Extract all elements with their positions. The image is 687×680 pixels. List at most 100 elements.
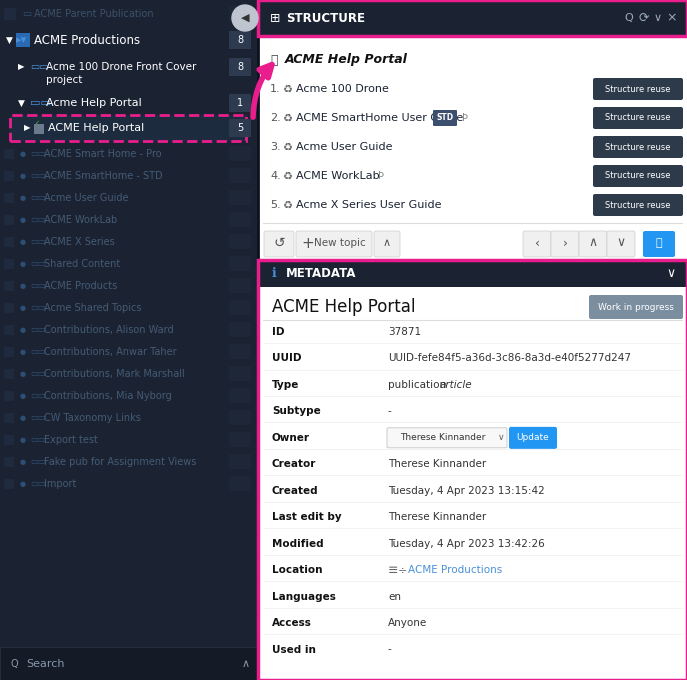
FancyBboxPatch shape (4, 149, 14, 159)
Text: ∨: ∨ (616, 237, 626, 250)
FancyBboxPatch shape (10, 115, 246, 141)
Text: ▭▭: ▭▭ (30, 62, 49, 72)
Text: Access: Access (272, 618, 312, 628)
Text: Contributions, Alison Ward: Contributions, Alison Ward (44, 325, 174, 335)
Text: Contributions, Anwar Taher: Contributions, Anwar Taher (44, 347, 177, 357)
Text: ▭▭: ▭▭ (30, 303, 46, 313)
Text: ▭▭: ▭▭ (30, 98, 51, 108)
Text: ▭▭: ▭▭ (30, 392, 46, 401)
Text: 5.: 5. (270, 200, 280, 210)
FancyBboxPatch shape (229, 6, 251, 22)
Text: UUID-fefe84f5-a36d-3c86-8a3d-e40f5277d247: UUID-fefe84f5-a36d-3c86-8a3d-e40f5277d24… (388, 354, 631, 364)
Text: Therese Kinnander: Therese Kinnander (388, 512, 486, 522)
Text: ▼: ▼ (6, 35, 13, 44)
Text: Type: Type (272, 380, 300, 390)
Text: ▸▾: ▸▾ (16, 35, 27, 45)
FancyBboxPatch shape (229, 476, 251, 491)
Text: 8: 8 (237, 62, 243, 72)
FancyBboxPatch shape (229, 322, 251, 337)
Text: 1: 1 (237, 98, 243, 108)
FancyBboxPatch shape (229, 300, 251, 315)
Text: Acme Shared Topics: Acme Shared Topics (44, 303, 142, 313)
Text: ∨: ∨ (654, 13, 662, 23)
Text: Acme Help Portal: Acme Help Portal (46, 98, 142, 108)
Text: ●: ● (20, 283, 26, 289)
Text: ▭▭: ▭▭ (30, 458, 46, 466)
Text: Contributions, Mark Marshall: Contributions, Mark Marshall (44, 369, 185, 379)
FancyBboxPatch shape (4, 435, 14, 445)
FancyBboxPatch shape (229, 432, 251, 447)
Text: Þ: Þ (378, 171, 384, 181)
Text: ♻: ♻ (282, 171, 292, 181)
Text: Creator: Creator (272, 459, 317, 469)
FancyBboxPatch shape (229, 190, 251, 205)
Text: 4.: 4. (270, 171, 281, 181)
Text: publication: publication (388, 380, 449, 390)
Text: Structure reuse: Structure reuse (605, 114, 671, 122)
FancyBboxPatch shape (229, 168, 251, 183)
Text: New topic: New topic (314, 238, 366, 248)
Text: ●: ● (20, 261, 26, 267)
Text: ▭▭: ▭▭ (30, 435, 46, 445)
Text: ACME Products: ACME Products (44, 281, 117, 291)
Text: Export test: Export test (44, 435, 98, 445)
Text: ACME Help Portal: ACME Help Portal (285, 54, 408, 67)
Text: ▭▭: ▭▭ (30, 347, 46, 356)
Text: ACME WorkLab: ACME WorkLab (44, 215, 117, 225)
Text: ACME Smart Home - Pro: ACME Smart Home - Pro (44, 149, 161, 159)
FancyBboxPatch shape (593, 194, 683, 216)
FancyBboxPatch shape (34, 124, 44, 134)
Text: Search: Search (26, 659, 65, 669)
Text: ●: ● (20, 481, 26, 487)
FancyBboxPatch shape (4, 281, 14, 291)
Text: ◀: ◀ (240, 13, 249, 23)
Text: project: project (46, 75, 82, 85)
Text: ▭▭: ▭▭ (30, 171, 46, 180)
FancyBboxPatch shape (258, 287, 687, 680)
Text: Tuesday, 4 Apr 2023 13:15:42: Tuesday, 4 Apr 2023 13:15:42 (388, 486, 545, 496)
Text: ●: ● (20, 305, 26, 311)
Text: Contributions, Mia Nyborg: Contributions, Mia Nyborg (44, 391, 172, 401)
Text: ID: ID (272, 327, 284, 337)
FancyBboxPatch shape (264, 231, 294, 257)
Text: ACME SmartHome - STD: ACME SmartHome - STD (44, 171, 163, 181)
Text: ▭▭: ▭▭ (30, 260, 46, 269)
Text: ●: ● (20, 173, 26, 179)
Text: 37871: 37871 (388, 327, 421, 337)
FancyBboxPatch shape (4, 171, 14, 181)
Text: Languages: Languages (272, 592, 336, 602)
Text: 2.: 2. (270, 113, 281, 123)
Text: Last edit by: Last edit by (272, 512, 341, 522)
Text: ▶: ▶ (24, 124, 30, 133)
FancyBboxPatch shape (4, 259, 14, 269)
Text: Subtype: Subtype (272, 407, 321, 416)
Text: Anyone: Anyone (388, 618, 427, 628)
Text: Acme 100 Drone Front Cover: Acme 100 Drone Front Cover (46, 62, 196, 72)
FancyBboxPatch shape (258, 0, 687, 36)
FancyBboxPatch shape (4, 8, 16, 20)
Text: ●: ● (20, 349, 26, 355)
Text: ×: × (667, 12, 677, 24)
Text: Acme User Guide: Acme User Guide (44, 193, 128, 203)
FancyBboxPatch shape (0, 0, 258, 680)
Text: ÷: ÷ (398, 565, 407, 575)
Text: Structure reuse: Structure reuse (605, 171, 671, 180)
Text: ACME SmartHome User Guide: ACME SmartHome User Guide (296, 113, 463, 123)
FancyBboxPatch shape (229, 94, 251, 112)
Text: ♻: ♻ (282, 142, 292, 152)
Text: ▭▭: ▭▭ (30, 150, 46, 158)
FancyBboxPatch shape (229, 344, 251, 359)
Text: 1.: 1. (270, 84, 280, 94)
Text: ∨: ∨ (666, 267, 675, 280)
Text: ●: ● (20, 239, 26, 245)
FancyBboxPatch shape (229, 454, 251, 469)
Text: ●: ● (20, 217, 26, 223)
Text: -: - (388, 645, 392, 655)
Text: ∧: ∧ (242, 659, 250, 669)
Text: ▭▭: ▭▭ (30, 216, 46, 224)
Text: Therese Kinnander: Therese Kinnander (388, 459, 486, 469)
Text: STRUCTURE: STRUCTURE (286, 12, 365, 24)
FancyBboxPatch shape (374, 231, 400, 257)
Text: ●: ● (20, 327, 26, 333)
Text: Tuesday, 4 Apr 2023 13:42:26: Tuesday, 4 Apr 2023 13:42:26 (388, 539, 545, 549)
